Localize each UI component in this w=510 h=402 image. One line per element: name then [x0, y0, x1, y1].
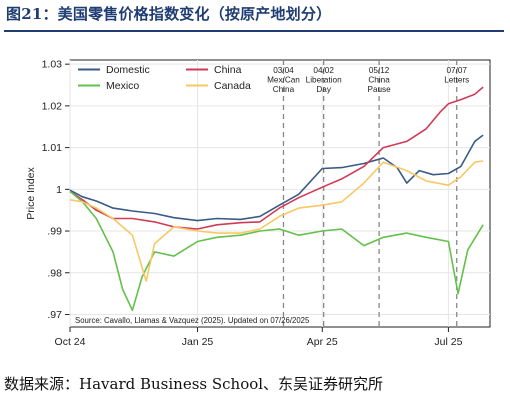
series-line-mexico: [69, 190, 484, 312]
y-tick-label: .99: [47, 226, 62, 238]
event-label: 07/07: [446, 66, 467, 75]
event-label: China: [368, 76, 390, 85]
event-label: Pause: [367, 85, 391, 94]
line-chart: .97 .98 .99 1 1.01 1.02 1.03 Oct 24 Jan 25 Apr 25…: [25, 59, 491, 348]
series-line-china: [69, 86, 484, 230]
y-tick-label: .97: [47, 309, 62, 321]
y-tick-label: 1: [56, 184, 62, 196]
event-label: 03/04: [273, 66, 294, 75]
source-note: Source: Cavallo, Llamas & Vazquez (2025)…: [75, 316, 310, 325]
legend-label: Mexico: [106, 80, 139, 92]
y-tick-label: 1.02: [42, 100, 63, 112]
legend-label: Canada: [214, 80, 251, 92]
x-tick-label: Jan 25: [182, 336, 214, 348]
x-tick-label: Jul 25: [434, 336, 462, 348]
series-line-domestic: [69, 134, 484, 222]
x-tick-label: Oct 24: [55, 336, 86, 348]
event-label: 05/12: [369, 66, 390, 75]
event-label: 04/02: [313, 66, 334, 75]
y-axis-label: Price Index: [25, 166, 37, 219]
figure-title: 图21：美国零售价格指数变化（按原产地划分）: [6, 5, 332, 23]
event-label: Mex/Can: [267, 76, 300, 85]
figure-source: 数据来源：Havard Business School、东吴证券研究所: [4, 375, 384, 393]
event-label: Day: [316, 85, 331, 94]
y-tick-label: 1.03: [42, 59, 63, 71]
title-divider: [4, 30, 504, 32]
event-label: China: [273, 85, 295, 94]
plot-frame: [69, 59, 491, 328]
legend-label: Domestic: [106, 64, 150, 76]
y-tick-label: .98: [47, 267, 62, 279]
event-label: Liberation: [306, 76, 342, 85]
x-tick-label: Apr 25: [307, 336, 338, 348]
series-line-canada: [69, 160, 484, 282]
event-label: Letters: [444, 76, 469, 85]
legend-label: China: [214, 64, 242, 76]
y-tick-label: 1.01: [42, 142, 63, 154]
